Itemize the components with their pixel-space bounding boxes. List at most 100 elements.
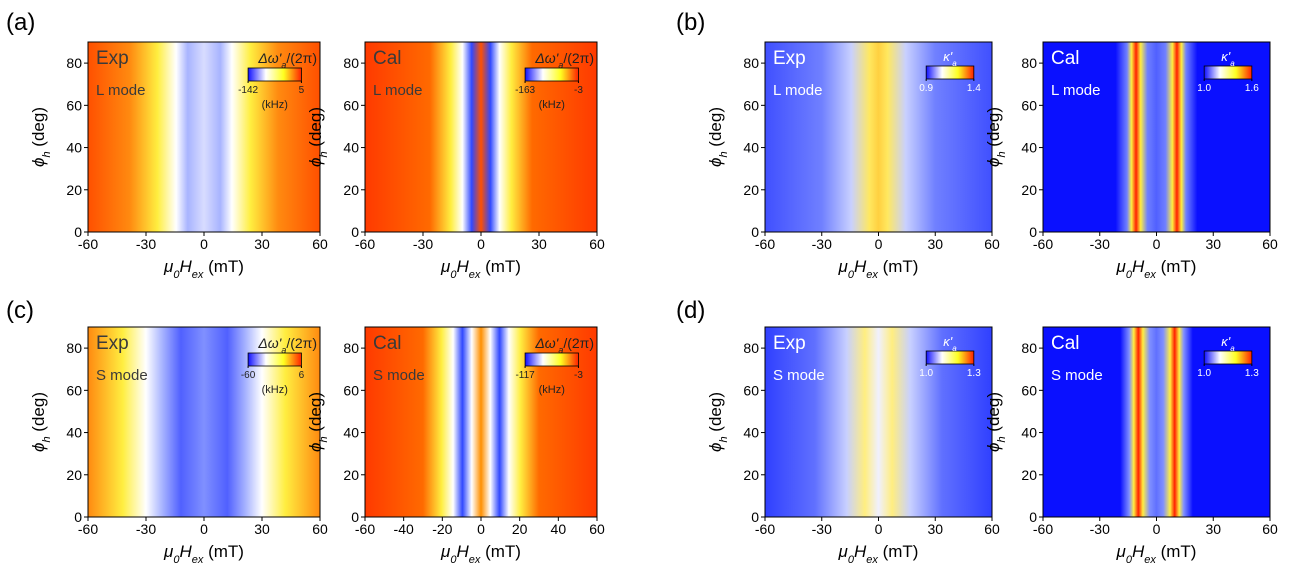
y-tick-label: 60 <box>743 97 759 113</box>
x-axis-label: μ0Hex (mT) <box>838 542 919 566</box>
x-axis-label: μ0Hex (mT) <box>1116 257 1197 281</box>
colorbar-title-part: a <box>281 60 286 70</box>
colorbar-tick-label: -60 <box>241 370 256 381</box>
x-tick-label: -60 <box>355 236 375 252</box>
x-tick-label: -30 <box>413 236 433 252</box>
y-axis-label-part: (deg) <box>29 392 48 436</box>
y-axis-label-part: h <box>718 151 730 157</box>
x-axis-label-part: (mT) <box>1156 542 1197 561</box>
colorbar-title-part: /(2π) <box>286 50 317 66</box>
colorbar-title-part: /(2π) <box>563 50 594 66</box>
y-tick-label: 80 <box>343 55 359 71</box>
x-tick-label: 0 <box>875 521 883 537</box>
y-tick-label: 40 <box>743 425 759 441</box>
x-tick-label: -30 <box>1090 236 1110 252</box>
x-tick-label: 30 <box>1205 521 1221 537</box>
x-axis-label-part: ex <box>469 554 481 566</box>
colorbar-unit: (kHz) <box>539 384 565 396</box>
x-tick-label: 0 <box>477 521 485 537</box>
colorbar-tick-label: -3 <box>574 85 583 96</box>
y-tick-label: 0 <box>74 224 82 240</box>
x-axis-label-part: 0 <box>848 554 855 566</box>
y-axis-label-part: (deg) <box>306 392 325 436</box>
y-axis-label-part: ϕ <box>984 443 1003 452</box>
colorbar-title-part: Δω' <box>534 50 559 66</box>
y-tick-label: 0 <box>74 509 82 525</box>
y-axis-label-part: ϕ <box>29 158 48 167</box>
colorbar-tick-label: 0.9 <box>919 83 933 94</box>
mode-label: S mode <box>773 367 825 384</box>
x-axis-label-part: μ <box>838 542 849 561</box>
y-tick-label: 60 <box>743 382 759 398</box>
x-axis-label: μ0Hex (mT) <box>838 257 919 281</box>
y-axis-label: ϕh (deg) <box>306 107 330 167</box>
x-axis-label-part: ex <box>866 269 878 281</box>
panel-label: (a) <box>6 9 35 36</box>
y-tick-label: 80 <box>343 340 359 356</box>
colorbar-tick-label: -3 <box>574 370 583 381</box>
x-tick-label: -30 <box>812 521 832 537</box>
x-axis-label-part: H <box>854 257 867 276</box>
x-axis-label-part: H <box>179 542 192 561</box>
colorbar-tick-label: 5 <box>299 85 305 96</box>
colorbar-title-part: Δω' <box>257 335 282 351</box>
y-axis-label-part: ϕ <box>306 158 325 167</box>
colorbar-title-part: a <box>558 345 563 355</box>
annotation: Cal <box>1051 48 1080 69</box>
x-axis-label-part: H <box>854 542 867 561</box>
colorbar-title-part: κ' <box>943 49 953 64</box>
x-axis-label-part: 0 <box>173 269 180 281</box>
y-axis-label-part: ϕ <box>306 443 325 452</box>
colorbar <box>1203 350 1253 365</box>
x-axis-label-part: H <box>456 542 469 561</box>
x-axis-label: μ0Hex (mT) <box>1116 542 1197 566</box>
y-axis-label: ϕh (deg) <box>306 392 330 452</box>
x-tick-label: -60 <box>78 236 98 252</box>
colorbar-tick-label: 6 <box>299 370 305 381</box>
x-tick-label: 40 <box>551 521 567 537</box>
x-axis-label-part: ex <box>1144 269 1156 281</box>
x-axis-label-part: H <box>179 257 192 276</box>
x-tick-label: 60 <box>984 236 1000 252</box>
x-axis-label-part: 0 <box>1126 554 1133 566</box>
annotation: Cal <box>1051 333 1080 354</box>
x-tick-label: 60 <box>984 521 1000 537</box>
x-axis-label-part: (mT) <box>203 257 244 276</box>
x-tick-label: 30 <box>531 236 547 252</box>
x-tick-label: -20 <box>432 521 452 537</box>
mode-label: S mode <box>96 367 148 384</box>
y-tick-label: 40 <box>343 140 359 156</box>
x-tick-label: 60 <box>312 236 328 252</box>
y-axis-label-part: (deg) <box>706 107 725 151</box>
y-axis-label-part: ϕ <box>29 443 48 452</box>
colorbar-tick-label: 1.6 <box>1245 83 1259 94</box>
x-tick-label: -60 <box>1033 236 1053 252</box>
y-tick-label: 20 <box>343 467 359 483</box>
y-tick-label: 80 <box>66 340 82 356</box>
colorbar <box>247 67 302 82</box>
y-tick-label: 0 <box>1029 509 1037 525</box>
colorbar <box>524 67 579 82</box>
y-axis-label: ϕh (deg) <box>29 392 53 452</box>
colorbar <box>247 352 302 367</box>
x-axis-label-part: μ <box>838 257 849 276</box>
panel-label: (c) <box>6 297 34 324</box>
x-axis-label-part: ex <box>1144 554 1156 566</box>
x-tick-label: 30 <box>254 236 270 252</box>
y-axis-label-part: ϕ <box>706 158 725 167</box>
y-axis-label: ϕh (deg) <box>29 107 53 167</box>
y-tick-label: 60 <box>343 97 359 113</box>
colorbar-title-part: κ' <box>1221 49 1231 64</box>
x-axis-label-part: ex <box>192 269 204 281</box>
colorbar-title: κ'a <box>943 334 957 353</box>
y-tick-label: 40 <box>343 425 359 441</box>
x-tick-label: -60 <box>78 521 98 537</box>
annotation: Exp <box>96 48 129 69</box>
y-tick-label: 80 <box>743 55 759 71</box>
y-tick-label: 40 <box>1021 140 1037 156</box>
